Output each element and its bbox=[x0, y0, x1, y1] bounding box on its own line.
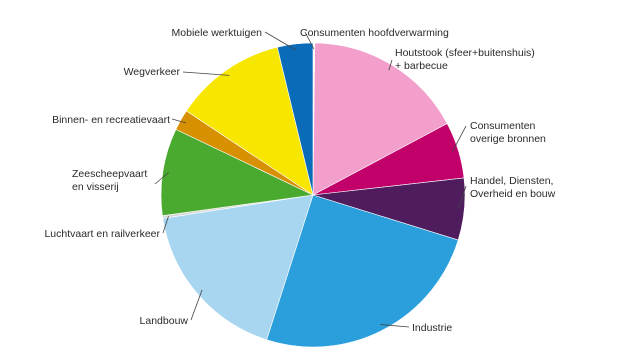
label-consumenten-hoofdverwarming: Consumenten hoofdverwarming bbox=[300, 27, 449, 39]
label-consumenten-overige: Consumenten overige bronnen bbox=[470, 120, 546, 145]
label-zeescheepvaart-line1: Zeescheepvaart bbox=[72, 168, 147, 180]
leader-line-7 bbox=[154, 172, 169, 185]
label-mobiele-werktuigen: Mobiele werktuigen bbox=[172, 27, 263, 39]
label-zeescheepvaart-line2: en visserij bbox=[72, 181, 119, 193]
leader-line-4 bbox=[380, 324, 410, 328]
leader-line-1 bbox=[388, 59, 393, 71]
label-houtstook: Houtstook (sfeer+buitenshuis) + barbecue bbox=[395, 47, 538, 72]
leader-line-5 bbox=[190, 289, 203, 321]
leader-line-8 bbox=[171, 118, 187, 124]
label-houtstook-line2: + barbecue bbox=[395, 60, 448, 72]
leader-line-10 bbox=[264, 31, 296, 51]
leader-line-6 bbox=[162, 216, 169, 234]
label-industrie: Industrie bbox=[412, 322, 452, 334]
label-handel-diensten: Handel, Diensten, Overheid en bouw bbox=[470, 175, 556, 200]
label-landbouw: Landbouw bbox=[140, 315, 189, 327]
pie-slice-industrie bbox=[266, 194, 459, 348]
pie-slice-mobiele-werktuigen bbox=[276, 42, 314, 196]
pie-slice-zeescheepvaart-en-visserij bbox=[160, 128, 315, 217]
slice-labels: Consumenten hoofdverwarming Houtstook (s… bbox=[44, 27, 556, 334]
pie-slices bbox=[160, 42, 466, 348]
leader-line-9 bbox=[182, 71, 230, 76]
label-consumenten-overige-line2: overige bronnen bbox=[470, 133, 546, 145]
label-wegverkeer: Wegverkeer bbox=[124, 66, 181, 78]
label-handel-diensten-line1: Handel, Diensten, bbox=[470, 175, 553, 187]
leader-line-0 bbox=[304, 31, 315, 50]
pie-slice-wegverkeer bbox=[185, 46, 314, 196]
label-handel-diensten-line2: Overheid en bouw bbox=[470, 188, 556, 200]
leader-line-2 bbox=[452, 125, 467, 152]
label-leader-lines bbox=[154, 31, 467, 328]
leader-line-3 bbox=[458, 185, 467, 209]
pie-slice-houtstook-sfeer-buitenshuis-barbecue bbox=[312, 42, 448, 196]
label-consumenten-overige-line1: Consumenten bbox=[470, 120, 536, 132]
label-luchtvaart-railverkeer: Luchtvaart en railverkeer bbox=[44, 228, 160, 240]
label-houtstook-line1: Houtstook (sfeer+buitenshuis) bbox=[395, 47, 535, 59]
label-binnen-recreatievaart: Binnen- en recreatievaart bbox=[52, 114, 170, 126]
label-zeescheepvaart: Zeescheepvaart en visserij bbox=[72, 168, 150, 193]
pie-slice-landbouw bbox=[162, 194, 314, 341]
